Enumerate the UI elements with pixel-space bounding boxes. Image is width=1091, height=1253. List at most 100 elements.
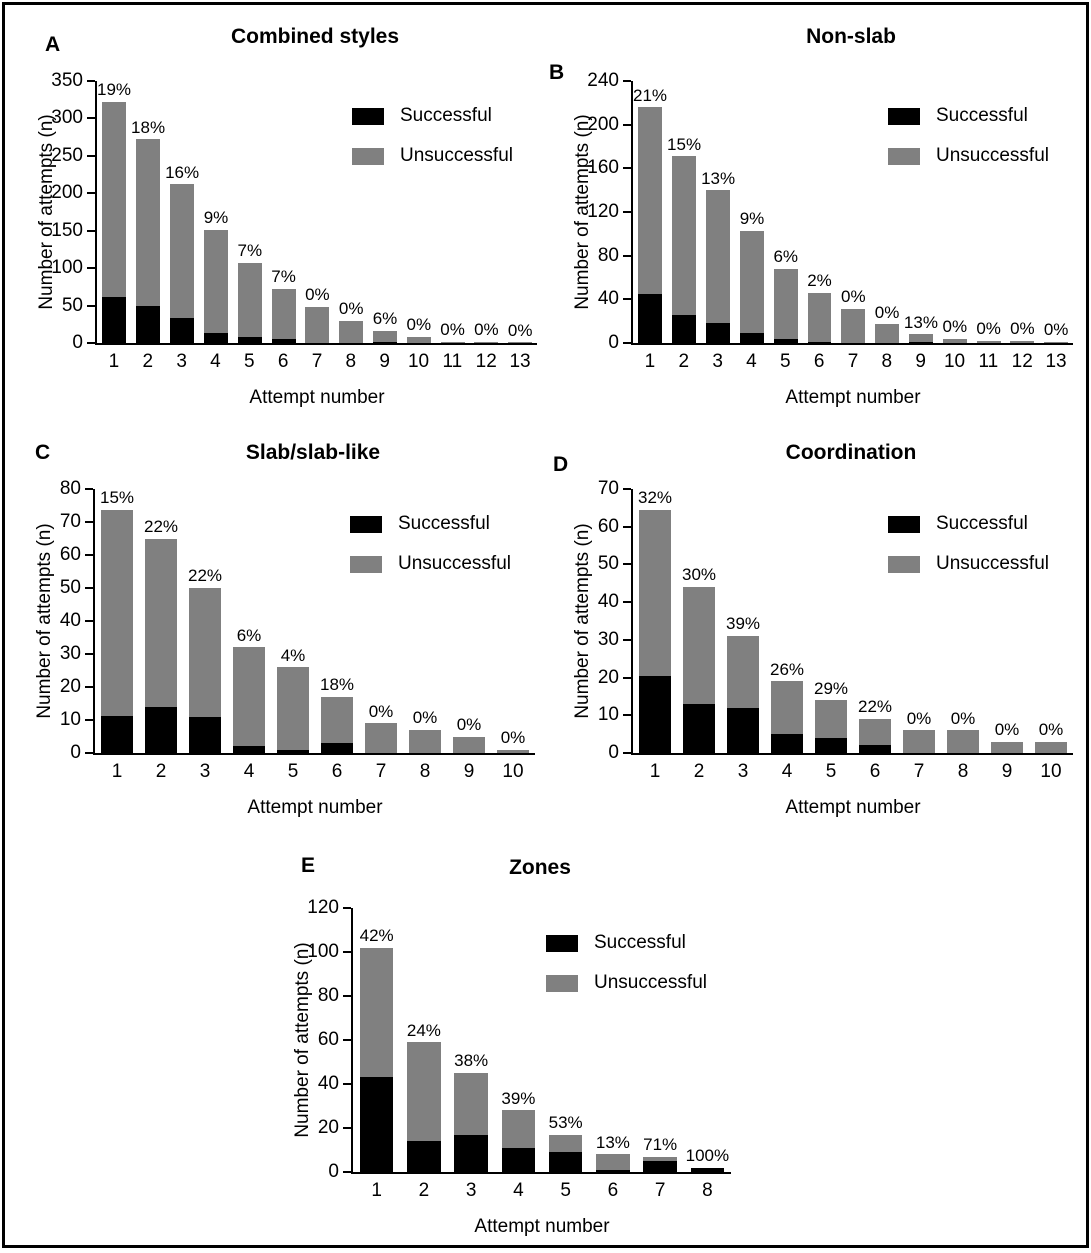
y-tick-mark xyxy=(85,521,93,523)
successful-bar-segment xyxy=(771,734,803,753)
x-tick-label: 5 xyxy=(560,1180,571,1201)
y-tick-mark xyxy=(85,719,93,721)
bar-stack: 0% xyxy=(334,81,368,343)
x-tick-label: 5 xyxy=(287,761,299,782)
percent-label: 19% xyxy=(97,80,132,99)
percent-label: 9% xyxy=(203,208,229,228)
y-tick-mark xyxy=(85,587,93,589)
unsuccessful-bar-segment xyxy=(1035,741,1067,753)
x-axis-label: Attempt number xyxy=(247,797,383,818)
legend-swatch-unsuccessful-icon xyxy=(352,147,384,165)
bar-stack: 9% xyxy=(199,81,233,343)
x-tick-label: 8 xyxy=(957,761,969,782)
bar-stack: 0% xyxy=(1039,81,1073,343)
unsuccessful-bar-segment xyxy=(101,509,133,716)
legend-row: Successful xyxy=(888,513,1049,535)
bar-stack: 100% xyxy=(684,908,731,1172)
x-tick-labels: 1 2 3 4 5 6 7 8 9 10 xyxy=(633,761,1073,783)
panel-label: B xyxy=(549,61,565,84)
y-tick-mark xyxy=(623,601,631,604)
percent-label: 15% xyxy=(667,134,702,154)
x-tick-label: 8 xyxy=(702,1180,713,1201)
y-tick-mark xyxy=(87,267,95,270)
unsuccessful-bar-segment xyxy=(453,736,485,753)
unsuccessful-bar-segment xyxy=(497,749,529,753)
bar-stack: 30% xyxy=(677,489,721,753)
y-tick-label: 50 xyxy=(61,294,83,316)
y-tick-label: 80 xyxy=(59,478,81,499)
y-tick-mark xyxy=(85,620,93,622)
bars-container: 19% 18% 16% 9% 7% 7% 0% 0% 6% 0% 0% 0% 0% xyxy=(97,80,537,343)
successful-bar-segment xyxy=(596,1169,630,1172)
unsuccessful-bar-segment xyxy=(875,324,900,343)
chart-panel-slab-slab-like: C Slab/slab-like Number of attempts (n) 0 10… xyxy=(25,433,560,838)
bar-stack: 0% xyxy=(503,81,537,343)
unsuccessful-bar-segment xyxy=(841,309,866,343)
y-tick-label: 50 xyxy=(597,553,619,575)
legend-label: Successful xyxy=(594,932,686,953)
y-tick-label: 30 xyxy=(597,628,619,650)
chart-panel-combined-styles: A Combined styles Number of attempts (n) 0 5… xyxy=(25,17,560,422)
y-tick-mark xyxy=(623,298,631,301)
unsuccessful-bar-segment xyxy=(359,947,394,1078)
y-tick-mark xyxy=(87,192,95,195)
bar-stack: 0% xyxy=(972,81,1006,343)
x-tick-label: 10 xyxy=(943,351,966,372)
bar-stack: 0% xyxy=(447,489,491,753)
panel-label: D xyxy=(553,453,569,476)
successful-bar-segment xyxy=(145,706,177,753)
percent-label: 30% xyxy=(681,565,717,585)
legend: Successful Unsuccessful xyxy=(546,932,707,994)
x-tick-labels: 1 2 3 4 5 6 7 8 9 10 11 12 13 xyxy=(97,351,537,373)
x-tick-label: 2 xyxy=(693,761,705,782)
x-tick-label: 5 xyxy=(825,761,837,782)
legend: Successful Unsuccessful xyxy=(888,105,1049,167)
percent-label: 0% xyxy=(1010,319,1035,339)
bar-stack: 24% xyxy=(400,908,447,1172)
chart-panel-coordination: D Coordination Number of attempts (n) 0 10 20… xyxy=(547,433,1082,838)
legend-label: Successful xyxy=(398,513,490,534)
unsuccessful-bar-segment xyxy=(233,647,265,747)
bar-stack: 9% xyxy=(735,81,769,343)
y-tick-mark xyxy=(85,752,93,754)
y-tick-mark xyxy=(85,488,93,490)
unsuccessful-bar-segment xyxy=(548,1134,583,1153)
percent-label: 6% xyxy=(236,625,262,645)
y-tick-label: 120 xyxy=(587,201,619,222)
x-tick-label: 7 xyxy=(375,761,387,782)
bar-stack: 6% xyxy=(368,81,402,343)
percent-label: 18% xyxy=(319,675,355,695)
unsuccessful-bar-segment xyxy=(204,229,228,334)
plot-area: 0 40 80 120 160 200 240 21% 15% 13% 9% 6% 2% 0% 0% 13% 0… xyxy=(587,70,1073,408)
y-tick-mark xyxy=(623,676,631,679)
y-tick-label: 100 xyxy=(307,941,339,962)
panel-label: C xyxy=(35,441,51,464)
bar-stack: 0% xyxy=(359,489,403,753)
unsuccessful-bar-segment xyxy=(908,334,934,342)
percent-label: 0% xyxy=(456,714,482,734)
x-tick-label: 11 xyxy=(442,351,463,372)
unsuccessful-bar-segment xyxy=(859,719,891,746)
y-tick-mark xyxy=(623,167,631,170)
chart-title: Non-slab xyxy=(806,25,896,48)
successful-bar-segment xyxy=(101,297,127,343)
percent-label: 22% xyxy=(143,516,179,536)
bars-container: 21% 15% 13% 9% 6% 2% 0% 0% 13% 0% 0% 0% 0% xyxy=(633,81,1073,343)
percent-label: 6% xyxy=(773,247,799,267)
y-tick-label: 40 xyxy=(317,1073,339,1094)
bar-stack: 16% xyxy=(165,81,199,343)
legend-swatch-successful-icon xyxy=(546,934,578,952)
successful-bar-segment xyxy=(454,1134,488,1172)
x-tick-label: 3 xyxy=(176,351,187,372)
y-tick-label: 80 xyxy=(317,985,339,1006)
percent-label: 9% xyxy=(739,208,765,228)
unsuccessful-bar-segment xyxy=(727,636,759,708)
chart-panel-zones: E Zones Number of attempts (n) 0 20 40 60 80 100… xyxy=(283,848,818,1253)
x-tick-label: 5 xyxy=(244,351,255,372)
percent-label: 13% xyxy=(903,312,938,332)
x-tick-label: 1 xyxy=(644,351,656,372)
y-tick-label: 20 xyxy=(597,666,619,688)
percent-label: 0% xyxy=(1038,720,1064,739)
x-tick-label: 2 xyxy=(142,351,154,372)
